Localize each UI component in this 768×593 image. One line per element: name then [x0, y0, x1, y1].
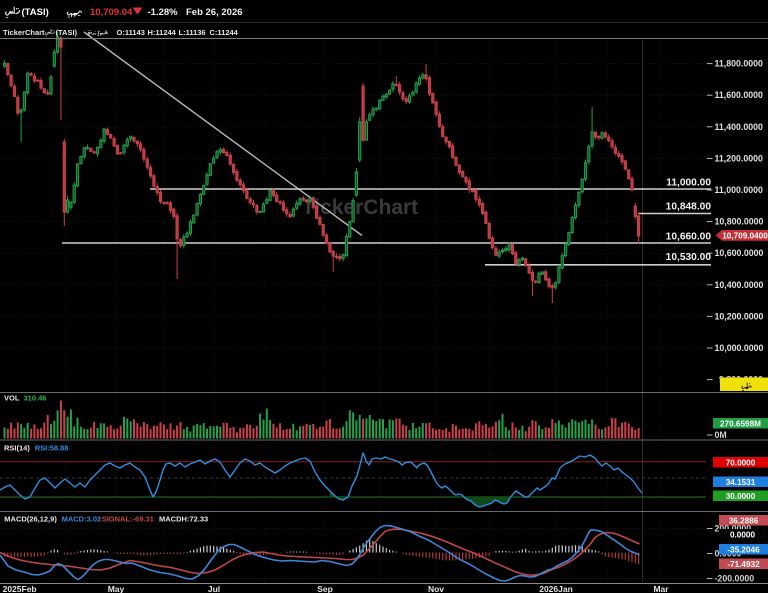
svg-text:(TASI): (TASI)	[56, 28, 78, 37]
svg-text:70.0000: 70.0000	[726, 458, 756, 467]
svg-text:0.0000: 0.0000	[730, 530, 755, 539]
svg-text:11,600.0000: 11,600.0000	[715, 90, 764, 100]
svg-text:11,400.0000: 11,400.0000	[715, 122, 764, 132]
svg-text:270.6598M: 270.6598M	[720, 419, 761, 428]
svg-text:May: May	[108, 584, 125, 593]
svg-text:TickerChart: TickerChart	[302, 196, 418, 219]
svg-text:310.46: 310.46	[24, 394, 47, 403]
svg-text:10,200.0000: 10,200.0000	[715, 311, 764, 321]
svg-text:-71.4932: -71.4932	[727, 560, 760, 569]
svg-text:10,530.00: 10,530.00	[666, 252, 712, 263]
svg-text:Mar: Mar	[653, 584, 669, 593]
svg-text:(TASI): (TASI)	[22, 7, 49, 18]
svg-text:Feb 26, 2026: Feb 26, 2026	[186, 7, 243, 18]
svg-text:200.0000: 200.0000	[715, 524, 752, 534]
svg-text:11,000.00: 11,000.00	[666, 178, 711, 189]
svg-text:H:11244: H:11244	[148, 28, 177, 37]
svg-text:10,400.0000: 10,400.0000	[715, 280, 764, 290]
svg-text:11,800.0000: 11,800.0000	[715, 59, 764, 69]
svg-text:-200.0000: -200.0000	[715, 574, 755, 584]
svg-text:TickerChart: TickerChart	[3, 28, 45, 37]
svg-text:0M: 0M	[715, 430, 727, 440]
svg-text:MACDH:72.33: MACDH:72.33	[159, 515, 208, 524]
svg-text:34.1531: 34.1531	[726, 478, 756, 487]
svg-text:C:11244: C:11244	[210, 28, 239, 37]
svg-text:MACD:3.02: MACD:3.02	[62, 515, 102, 524]
svg-text:RSI:58.88: RSI:58.88	[35, 444, 69, 453]
svg-text:L:11136: L:11136	[179, 28, 206, 37]
svg-text:2025Feb: 2025Feb	[3, 584, 37, 593]
svg-text:10,660.00: 10,660.00	[666, 232, 712, 243]
svg-text:10,800.0000: 10,800.0000	[715, 217, 764, 227]
svg-text:O:11143: O:11143	[117, 28, 145, 37]
svg-text:30.0000: 30.0000	[726, 492, 756, 501]
svg-text:SIGNAL:-69.31: SIGNAL:-69.31	[102, 515, 154, 524]
svg-text:10,848.00: 10,848.00	[666, 202, 712, 213]
svg-text:Nov: Nov	[428, 584, 444, 593]
svg-text:VOL: VOL	[4, 394, 20, 403]
svg-text:10,709.0400: 10,709.0400	[722, 232, 768, 241]
svg-text:11,200.0000: 11,200.0000	[715, 153, 764, 163]
svg-text:2026Jan: 2026Jan	[539, 584, 573, 593]
svg-text:RSI(14): RSI(14)	[4, 444, 30, 453]
svg-text:10,600.0000: 10,600.0000	[715, 248, 764, 258]
svg-text:Jul: Jul	[208, 584, 220, 593]
svg-text:10,000.0000: 10,000.0000	[715, 343, 764, 353]
svg-text:11,000.0000: 11,000.0000	[715, 185, 764, 195]
svg-text:Sep: Sep	[317, 584, 333, 593]
svg-text:-35.2046: -35.2046	[727, 545, 760, 554]
svg-text:36.2886: 36.2886	[729, 516, 759, 525]
svg-text:MACD(26,12,9): MACD(26,12,9)	[4, 515, 57, 524]
svg-text:-1.28%: -1.28%	[148, 7, 179, 18]
svg-text:10,709.04: 10,709.04	[90, 7, 133, 18]
